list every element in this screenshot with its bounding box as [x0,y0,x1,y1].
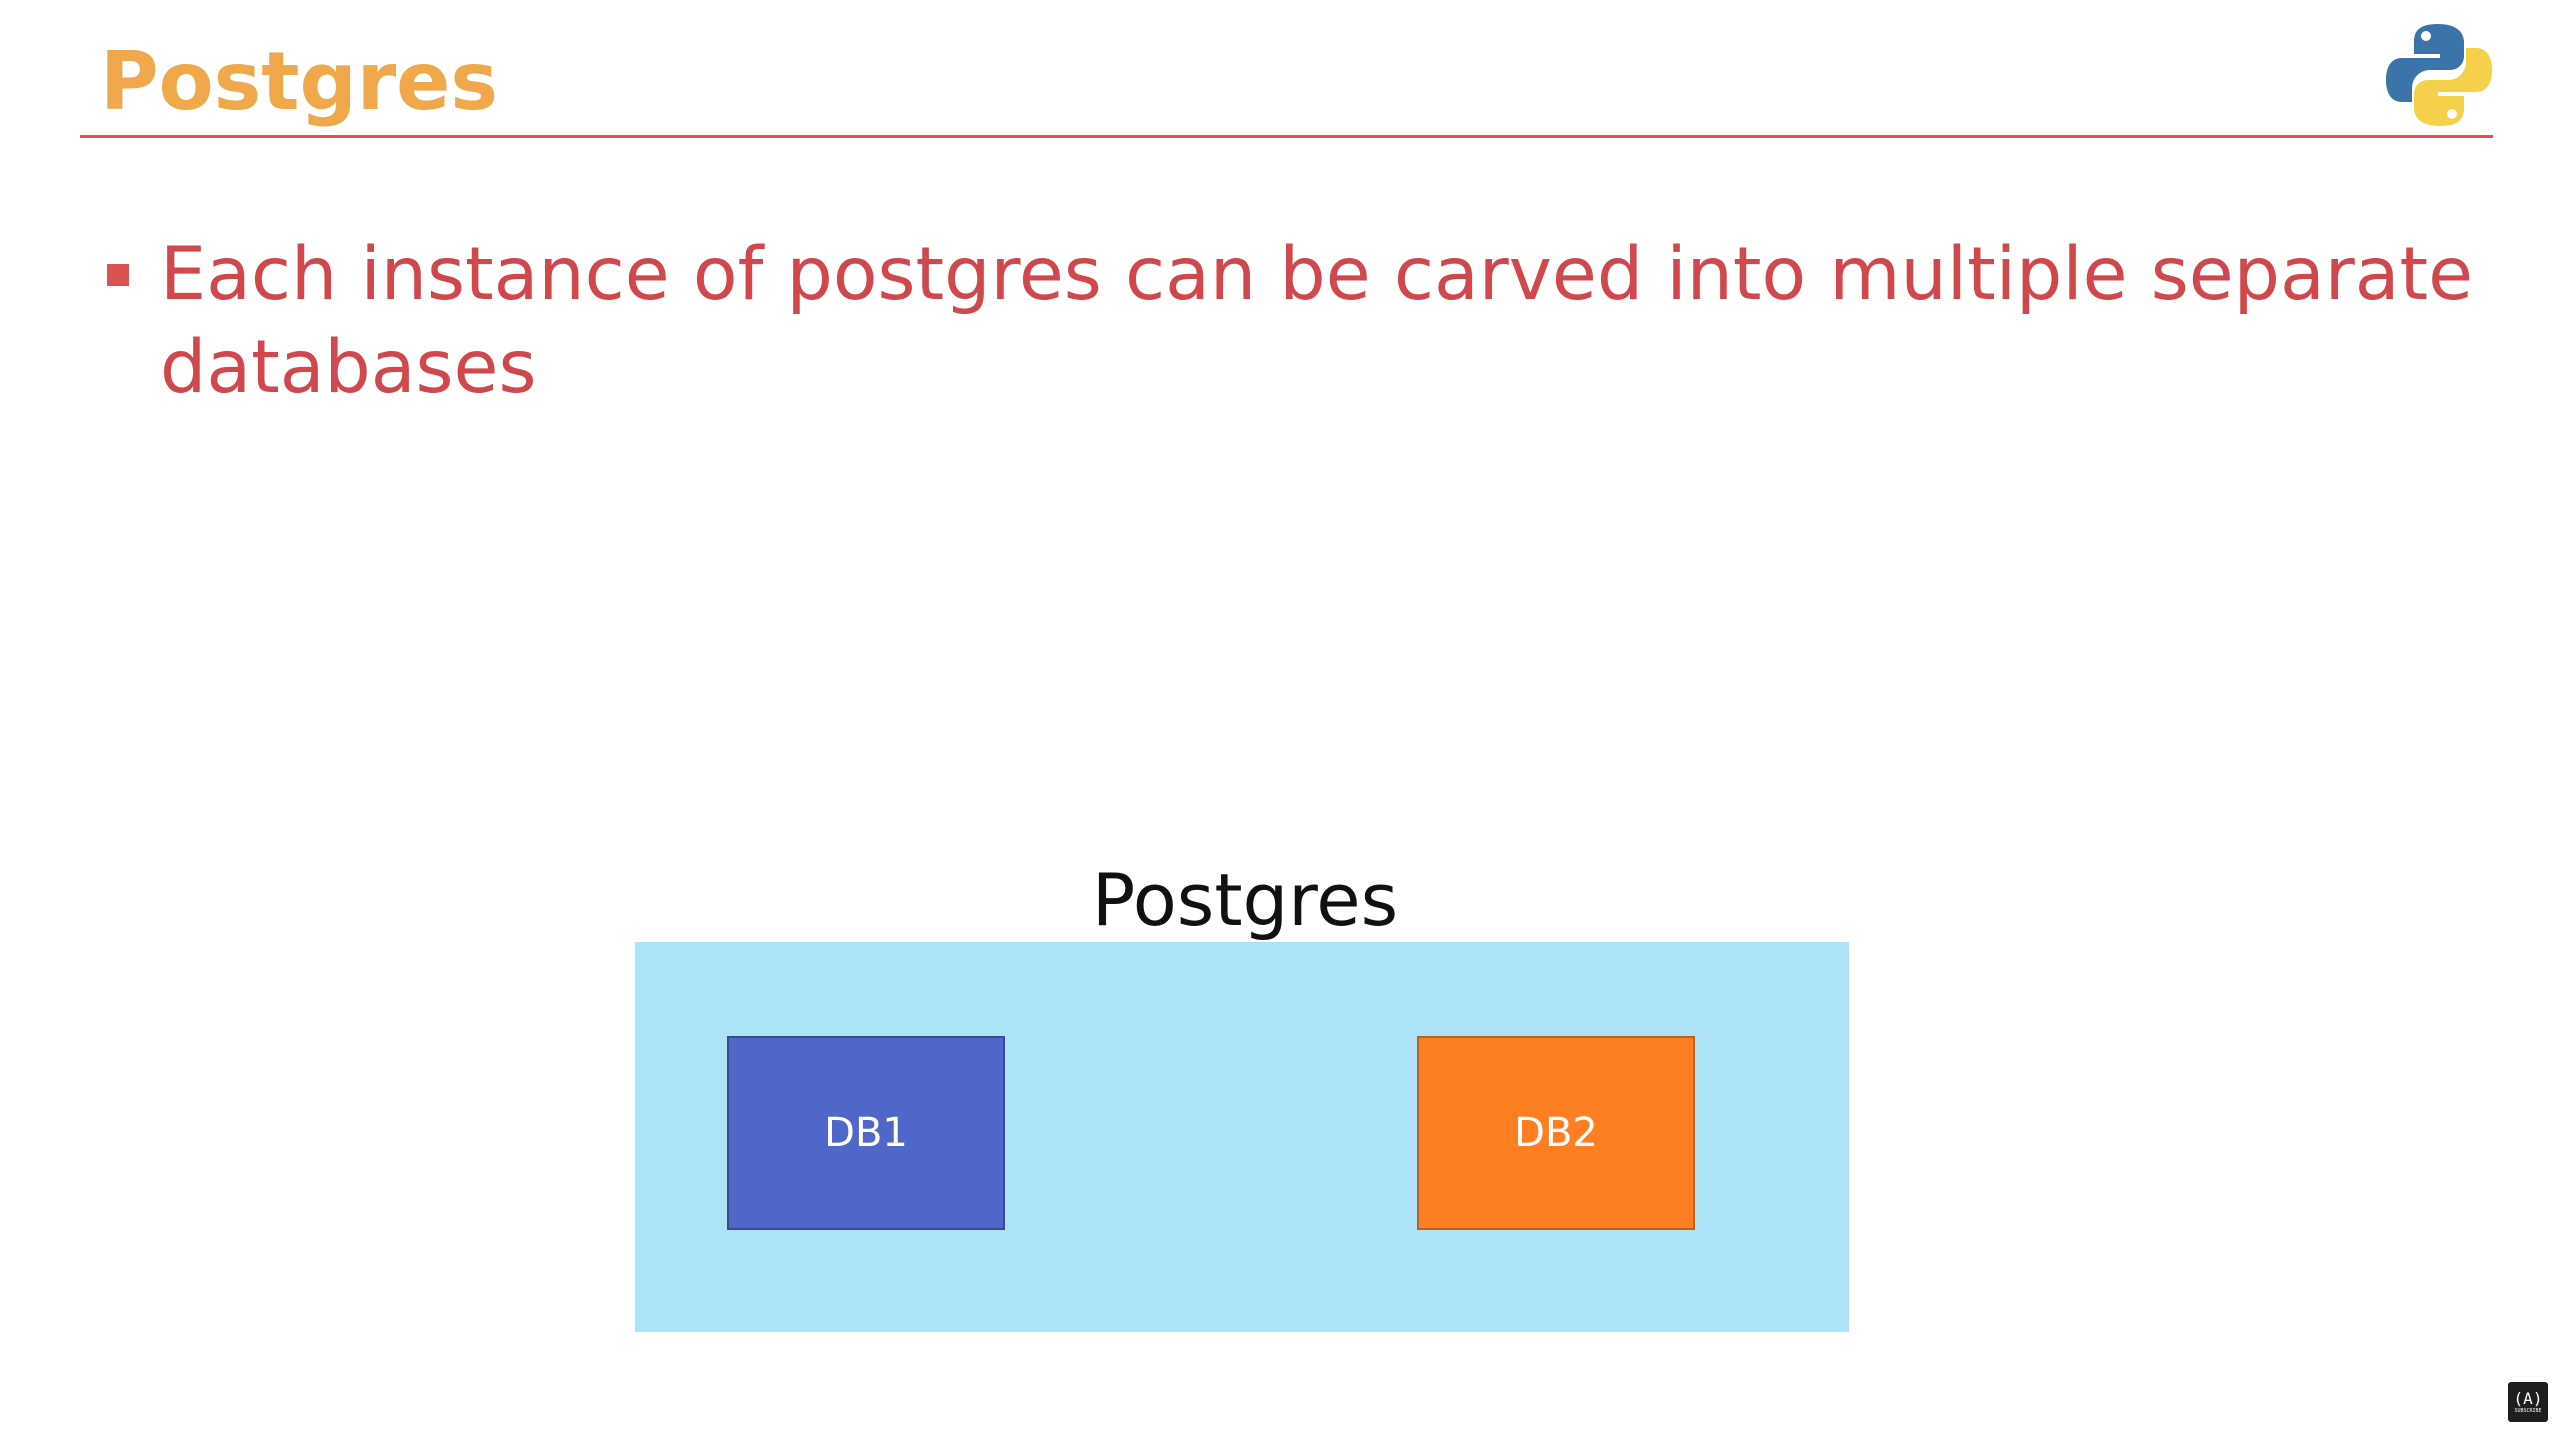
channel-badge-icon[interactable]: (A) SUBSCRIBE [2508,1382,2548,1422]
bullet-square-icon [107,264,129,286]
database-label-db1: DB1 [824,1110,908,1156]
database-box-db2: DB2 [1417,1036,1695,1230]
database-box-db1: DB1 [727,1036,1005,1230]
python-logo-icon [2386,24,2492,126]
badge-subscribe-label: SUBSCRIBE [2514,1408,2542,1414]
badge-glyph: (A) [2513,1389,2543,1408]
title-divider [80,135,2493,138]
database-label-db2: DB2 [1514,1110,1598,1156]
slide-title: Postgres [100,35,499,128]
diagram-postgres-label: Postgres [1091,858,1399,942]
bullet-text: Each instance of postgres can be carved … [160,232,2474,410]
